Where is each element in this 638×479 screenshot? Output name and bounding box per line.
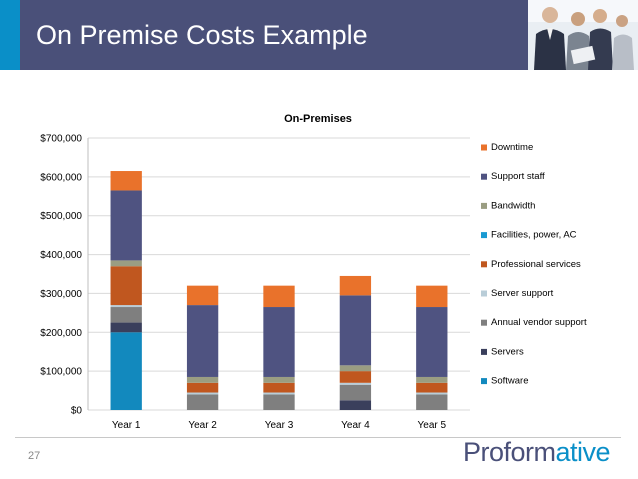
legend-swatch (481, 232, 487, 239)
bar-segment (110, 332, 142, 410)
bar-segment (339, 295, 372, 366)
legend-swatch (481, 378, 487, 385)
y-tick-label: $600,000 (40, 172, 82, 183)
bar-segment (186, 376, 219, 383)
bar-segment (110, 305, 142, 308)
legend-label: Bandwidth (491, 200, 535, 211)
y-axis-ticks: $0 $100,000 $200,000 $300,000 $400,000 $500,0… (40, 134, 82, 417)
x-tick-label: Year 3 (265, 420, 294, 431)
y-tick-label: $100,000 (40, 367, 82, 378)
bar-segment (186, 394, 219, 410)
bar-segment (339, 382, 372, 385)
bar-segment (416, 285, 448, 308)
bar-segment (186, 305, 219, 377)
bar-segment (186, 392, 219, 395)
bar-segment (416, 394, 448, 410)
x-tick-label: Year 2 (188, 420, 217, 431)
footer-divider (15, 437, 621, 438)
bar-segment (263, 376, 295, 383)
y-tick-label: $0 (71, 406, 83, 417)
bar-segment (110, 260, 142, 267)
legend-label: Servers (491, 346, 524, 357)
y-tick-label: $200,000 (40, 328, 82, 339)
business-people-photo (528, 0, 638, 70)
bar-segment (110, 266, 142, 306)
bar-segment (416, 307, 448, 377)
legend-swatch (481, 173, 487, 180)
x-tick-label: Year 4 (341, 420, 370, 431)
legend-swatch (481, 290, 487, 297)
bars (110, 171, 448, 410)
legend: Downtime Support staff Bandwidth Facilities… (481, 142, 587, 387)
bar-segment (263, 394, 295, 410)
bar-segment (339, 275, 372, 296)
bar-segment (339, 371, 372, 383)
y-tick-label: $700,000 (40, 134, 82, 145)
proformative-logo: Proformative (463, 437, 611, 467)
title-accent-stripe (0, 0, 20, 70)
legend-swatch (481, 261, 487, 268)
bar-segment (186, 285, 219, 306)
legend-swatch (481, 202, 487, 209)
bar-segment (110, 307, 142, 323)
bar-segment (110, 190, 142, 261)
chart-title: On-Premises (284, 113, 352, 125)
bar-segment (339, 384, 372, 401)
title-bar: On Premise Costs Example (0, 0, 528, 70)
x-tick-label: Year 1 (112, 420, 141, 431)
bar-segment (186, 382, 219, 393)
bar-segment (263, 307, 295, 377)
bar-segment (263, 392, 295, 395)
x-tick-label: Year 5 (418, 420, 447, 431)
legend-label: Software (491, 376, 529, 387)
bar-segment (263, 382, 295, 393)
page-number: 27 (28, 450, 41, 462)
legend-swatch (481, 319, 487, 326)
bar-segment (339, 365, 372, 372)
legend-label: Downtime (491, 142, 533, 153)
legend-label: Server support (491, 288, 554, 299)
legend-label: Support staff (491, 171, 545, 182)
bar-segment (339, 400, 372, 410)
y-tick-label: $300,000 (40, 289, 82, 300)
legend-label: Professional services (491, 259, 581, 270)
x-axis-ticks: Year 1 Year 2 Year 3 Year 4 Year 5 (112, 420, 447, 431)
slide-title: On Premise Costs Example (36, 20, 368, 50)
bar-segment (263, 285, 295, 308)
bar-segment (416, 376, 448, 383)
y-tick-label: $400,000 (40, 250, 82, 261)
bar-segment (110, 171, 142, 191)
bar-segment (416, 382, 448, 393)
legend-label: Facilities, power, AC (491, 230, 577, 241)
bar-segment (416, 392, 448, 395)
legend-swatch (481, 348, 487, 355)
bar-segment (110, 322, 142, 333)
y-tick-label: $500,000 (40, 211, 82, 222)
legend-label: Annual vendor support (491, 317, 587, 328)
legend-swatch (481, 144, 487, 151)
